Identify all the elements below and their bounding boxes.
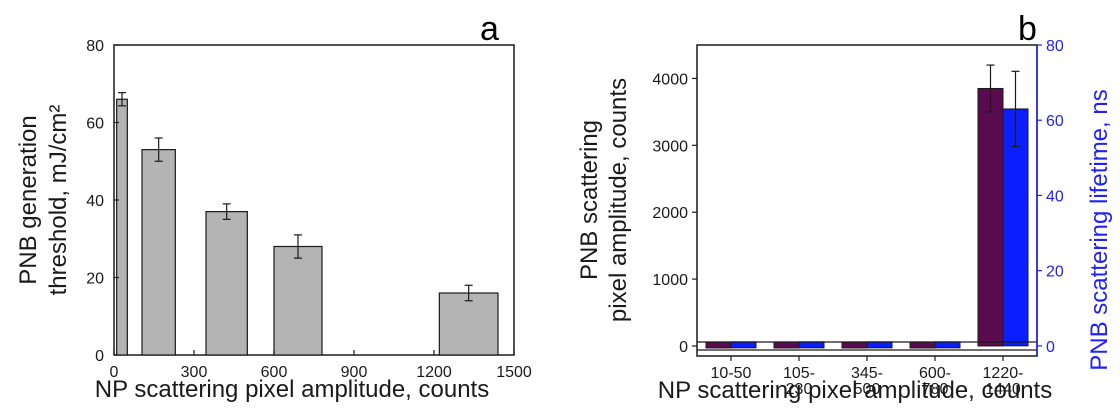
- x-tick-label-a-4: 1200: [416, 364, 452, 381]
- y-left-tick-label-b-4: 4000: [652, 71, 688, 88]
- y-tick-label-a-1: 20: [86, 271, 104, 288]
- bar-b-s1-4: [1002, 108, 1029, 347]
- chart-panel-a: 0 300 600 900 1200 1500 0 20 40 60 80 a NP scatte…: [15, 10, 532, 403]
- x-tick-label-a-3: 900: [341, 364, 368, 381]
- chart-panel-b: 10-50 105-230 345-500 600-780 1220-1440 0 100…: [576, 10, 1113, 404]
- x-tick-label-a-0: 0: [110, 364, 119, 381]
- y-axis-right-title-b: PNB scattering lifetime, ns: [1086, 89, 1113, 370]
- x-tick-label-b-3-1: 780: [922, 381, 949, 398]
- y-right-tick-label-b-0: 0: [1046, 339, 1055, 356]
- bar-b-s1-2: [866, 341, 893, 349]
- x-tick-label-b-1-1: 230: [786, 381, 813, 398]
- bar-a-2: [205, 211, 248, 356]
- bar-b-s1-3: [934, 341, 961, 349]
- y-left-tick-label-b-3: 3000: [652, 138, 688, 155]
- x-axis-ticks-a: 0 300 600 900 1200 1500: [110, 350, 532, 381]
- x-axis-ticks-b: 10-50 105-230 345-500 600-780 1220-1440: [711, 356, 1024, 398]
- bar-b-s1-1: [798, 341, 825, 349]
- x-tick-label-b-2-1: 500: [854, 381, 881, 398]
- x-tick-label-b-4-1: 1440: [985, 381, 1021, 398]
- x-tick-label-b-2-0: 345-: [851, 365, 883, 382]
- bar-a-4: [438, 292, 499, 356]
- y-axis-ticks-a: 0 20 40 60 80: [86, 38, 119, 365]
- y-tick-label-a-0: 0: [95, 348, 104, 365]
- x-tick-label-a-1: 300: [181, 364, 208, 381]
- axis-break-b: [697, 341, 1037, 351]
- panel-label-a: a: [480, 10, 499, 48]
- y-right-tick-label-b-2: 40: [1046, 188, 1064, 205]
- x-axis-title-b: NP scattering pixel amplitude, counts: [658, 377, 1052, 404]
- y-tick-label-a-3: 60: [86, 116, 104, 133]
- y-axis-left-ticks-b: 0 1000 2000 3000 4000: [652, 71, 697, 356]
- y-axis-right-ticks-b: 0 20 40 60 80: [1036, 38, 1064, 356]
- bar-a-3: [273, 245, 323, 356]
- y-tick-label-a-4: 80: [86, 38, 104, 55]
- bar-group-b: [705, 64, 1029, 349]
- bar-group-a: [116, 92, 499, 356]
- bar-b-s0-1: [773, 341, 800, 349]
- y-right-tick-label-b-4: 80: [1046, 38, 1064, 55]
- y-axis-title-a-line2: threshold, mJ/cm²: [45, 105, 72, 296]
- x-tick-label-b-1-0: 105-: [783, 365, 815, 382]
- y-axis-title-b-line1: PNB scattering: [576, 120, 603, 280]
- x-tick-label-a-2: 600: [261, 364, 288, 381]
- y-left-tick-label-b-2: 2000: [652, 205, 688, 222]
- x-tick-label-b-0-0: 10-50: [711, 365, 752, 382]
- x-tick-label-a-5: 1500: [496, 364, 532, 381]
- bar-b-s0-4: [977, 87, 1004, 347]
- bar-b-s0-0: [705, 341, 732, 349]
- y-axis-title-b-line2: pixel amplitude, counts: [605, 78, 632, 322]
- bar-b-s0-3: [909, 341, 936, 349]
- panel-label-b: b: [1018, 10, 1037, 48]
- y-right-tick-label-b-1: 20: [1046, 264, 1064, 281]
- y-axis-title-a-line1: PNB generation: [15, 115, 42, 284]
- bar-b-s1-0: [730, 341, 757, 349]
- x-axis-title-a: NP scattering pixel amplitude, counts: [95, 376, 489, 403]
- y-tick-label-a-2: 40: [86, 193, 104, 210]
- x-tick-label-b-3-0: 600-: [919, 365, 951, 382]
- y-right-tick-label-b-3: 60: [1046, 113, 1064, 130]
- bar-b-s0-2: [841, 341, 868, 349]
- x-tick-label-b-4-0: 1220-: [983, 365, 1024, 382]
- bar-a-1: [141, 149, 176, 356]
- y-left-tick-label-b-0: 0: [679, 339, 688, 356]
- bar-a-0: [116, 98, 128, 356]
- y-left-tick-label-b-1: 1000: [652, 272, 688, 289]
